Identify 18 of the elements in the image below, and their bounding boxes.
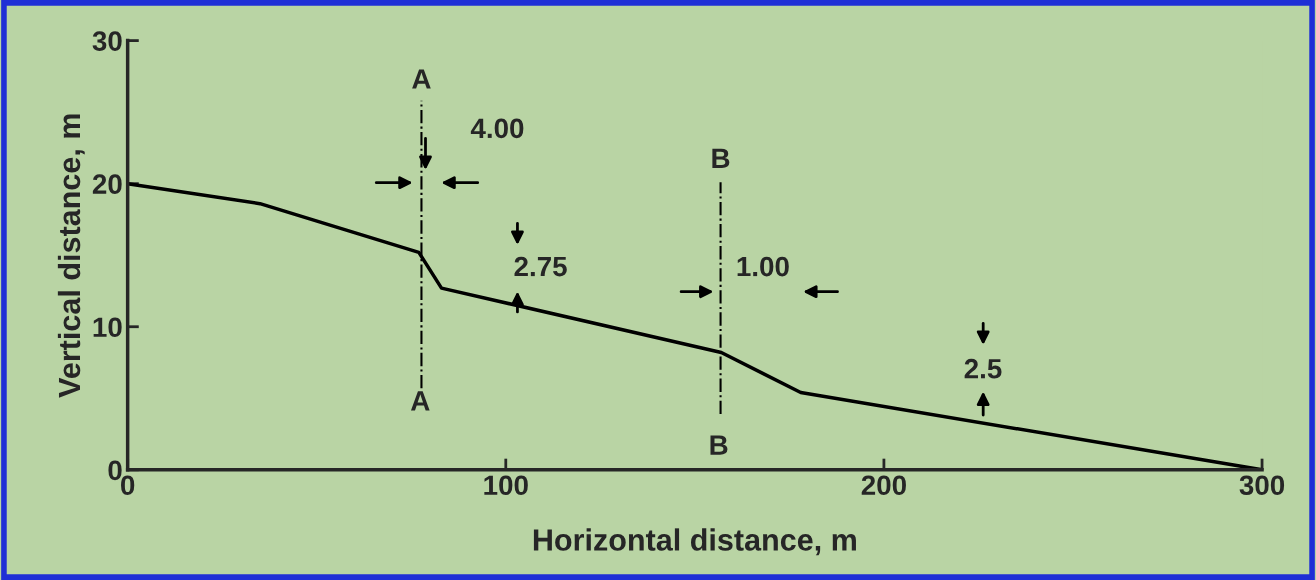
annotation: B xyxy=(710,435,728,455)
y-tick-label: 10 xyxy=(93,317,122,338)
annotation: 1.00 xyxy=(737,256,789,277)
annotation: 2.5 xyxy=(964,358,1002,379)
x-tick-label: 0 xyxy=(121,475,135,496)
x-tick-label: 100 xyxy=(484,475,528,496)
y-tick-label: 20 xyxy=(92,174,122,195)
x-tick-label: 200 xyxy=(861,475,906,496)
annotation: 2.75 xyxy=(514,256,567,277)
x-tick-label: 300 xyxy=(1239,475,1285,496)
y-axis-title: Vertical distance, m xyxy=(57,114,85,398)
annotation: 4.00 xyxy=(470,118,524,139)
y-tick-label: 0 xyxy=(108,460,122,481)
ref-line-label: B xyxy=(712,148,730,168)
y-tick-label: 30 xyxy=(92,31,122,51)
ref-line-label: A xyxy=(412,69,431,89)
x-axis-title: Horizontal distance, m xyxy=(533,528,856,556)
annotation: A xyxy=(410,391,430,411)
